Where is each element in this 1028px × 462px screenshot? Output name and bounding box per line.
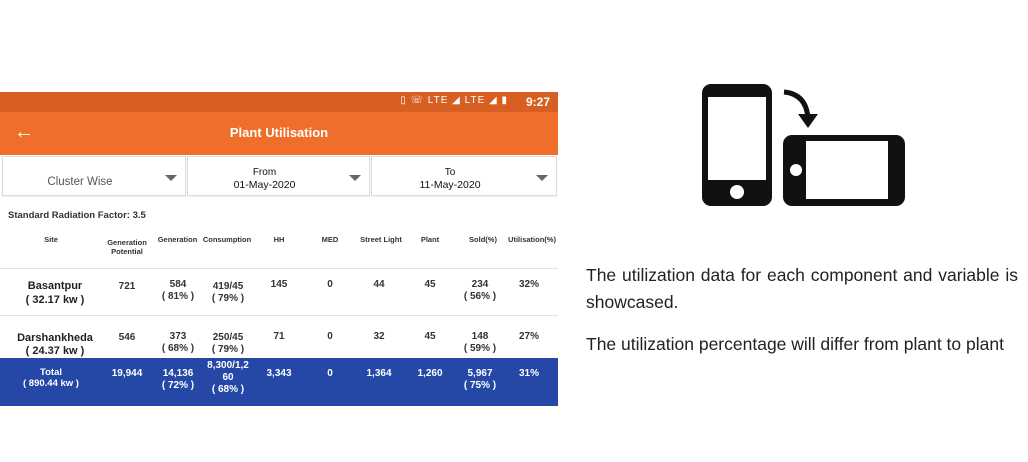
col-header-consumption: Consumption [202, 235, 252, 244]
med-value: 0 [327, 331, 333, 342]
consumption-value: 419/45 [212, 281, 244, 292]
col-header-generation: Generation [157, 235, 198, 244]
generation-pct: ( 81% ) [161, 291, 195, 302]
utilisation-value: 32% [518, 279, 539, 290]
total-med: 0 [327, 368, 333, 379]
cluster-dropdown-label: Cluster Wise [47, 176, 113, 188]
hh-value: 145 [270, 279, 288, 290]
site-name: Basantpur [27, 280, 83, 292]
total-consumption: 8,300/1,2 [207, 360, 249, 371]
consumption-pct: ( 79% ) [211, 344, 245, 355]
generation-value: 584 [169, 279, 187, 290]
page-title: Plant Utilisation [229, 125, 329, 140]
phone-screen: ▯ ☏ LTE ◢ LTE ◢ ▮ 9:27 ← Plant Utilisati… [0, 92, 558, 406]
sold-value: 234 [471, 279, 489, 290]
col-header-utilisation: Utilisation(%) [508, 235, 556, 244]
cluster-dropdown[interactable]: Cluster Wise [2, 156, 186, 196]
row-divider [0, 315, 558, 316]
sold-pct: ( 59% ) [463, 343, 497, 354]
col-header-sold: Sold(%) [469, 235, 497, 244]
chevron-down-icon [165, 175, 177, 181]
rotate-phone-icon [702, 84, 905, 206]
app-bar: ← Plant Utilisation [0, 112, 558, 155]
street-light-value: 32 [373, 331, 385, 342]
col-header-plant: Plant [420, 235, 440, 244]
consumption-value: 250/45 [212, 332, 244, 343]
hh-value: 71 [273, 331, 285, 342]
radiation-factor: Standard Radiation Factor: 3.5 [8, 210, 146, 221]
total-sold-pct: ( 75% ) [463, 380, 497, 391]
description-utilization-percentage: The utilization percentage will differ f… [586, 334, 1004, 354]
total-utilisation: 31% [518, 368, 539, 379]
generation-pct: ( 68% ) [161, 343, 195, 354]
row-divider [0, 268, 558, 269]
from-caption: From [252, 167, 277, 178]
chevron-down-icon [349, 175, 361, 181]
total-capacity: ( 890.44 kw ) [23, 378, 79, 389]
gen-potential-value: 546 [118, 332, 136, 343]
col-header-med: MED [321, 235, 339, 244]
utilisation-value: 27% [518, 331, 539, 342]
to-value: 11-May-2020 [419, 179, 481, 191]
site-capacity: ( 24.37 kw ) [25, 345, 85, 357]
total-plant: 1,260 [417, 368, 443, 379]
status-bar: ▯ ☏ LTE ◢ LTE ◢ ▮ 9:27 [0, 92, 558, 112]
to-caption: To [444, 167, 456, 178]
total-gen-potential: 19,944 [111, 368, 143, 379]
total-consumption-cont: 60 [222, 372, 234, 383]
status-icons: ▯ ☏ LTE ◢ LTE ◢ ▮ [400, 95, 508, 106]
total-row: Total ( 890.44 kw ) 19,944 14,136 ( 72% … [0, 358, 558, 406]
filter-bar: Cluster Wise From 01-May-2020 To 11-May-… [0, 156, 558, 196]
site-name: Darshankheda [17, 332, 93, 344]
from-value: 01-May-2020 [233, 179, 296, 191]
total-hh: 3,343 [266, 368, 292, 379]
chevron-down-icon [536, 175, 548, 181]
gen-potential-value: 721 [118, 281, 136, 292]
sold-value: 148 [471, 331, 489, 342]
status-time: 9:27 [525, 95, 550, 109]
med-value: 0 [327, 279, 333, 290]
consumption-pct: ( 79% ) [211, 293, 245, 304]
from-date-dropdown[interactable]: From 01-May-2020 [187, 156, 370, 196]
total-street-light: 1,364 [366, 368, 392, 379]
plant-value: 45 [424, 331, 436, 342]
col-header-site: Site [44, 235, 58, 244]
total-consumption-pct: ( 68% ) [211, 384, 245, 395]
to-date-dropdown[interactable]: To 11-May-2020 [371, 156, 557, 196]
total-generation-pct: ( 72% ) [161, 380, 195, 391]
sold-pct: ( 56% ) [463, 291, 497, 302]
col-header-street-light: Street Light [360, 235, 402, 244]
col-header-gen-potential: Generation Potential [107, 238, 147, 256]
total-generation: 14,136 [162, 368, 194, 379]
street-light-value: 44 [373, 279, 385, 290]
description-utilization-data: The utilization data for each component … [586, 265, 1018, 312]
generation-value: 373 [169, 331, 187, 342]
col-header-hh: HH [273, 235, 285, 244]
plant-value: 45 [424, 279, 436, 290]
site-capacity: ( 32.17 kw ) [25, 294, 85, 306]
total-label: Total [40, 367, 62, 378]
back-arrow-icon[interactable]: ← [14, 121, 34, 143]
total-sold: 5,967 [467, 368, 493, 379]
